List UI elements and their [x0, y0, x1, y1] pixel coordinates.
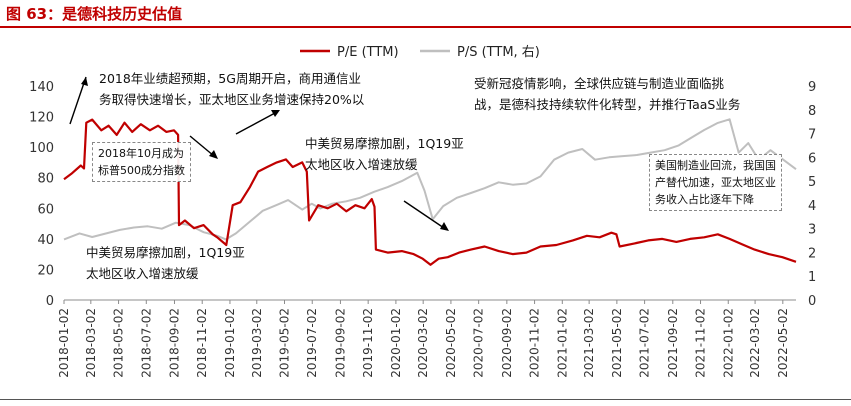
right-y-tick-label: 2 — [808, 246, 816, 261]
annotation-trade-war-lower: 中美贸易摩擦加剧，1Q19亚 太地区收入增速放缓 — [86, 242, 245, 284]
arrow-up-right — [235, 112, 276, 135]
x-tick-label: 2020-09-02 — [500, 308, 514, 378]
right-y-tick-label: 4 — [808, 199, 816, 214]
annotation-sp500: 2018年10月成为 标普500成分指数 — [92, 142, 191, 182]
annotation-2018-growth-line2: 务取得快速增长，亚太地区业务增速保持20%以 — [99, 92, 365, 107]
annotation-covid-line1: 受新冠疫情影响，全球供应链与制造业面临挑 — [474, 76, 725, 91]
x-tick-label: 2020-07-02 — [472, 308, 486, 378]
x-tick-label: 2019-03-02 — [250, 308, 264, 378]
x-tick-label: 2018-09-02 — [167, 308, 181, 378]
x-tick-label: 2018-07-02 — [139, 308, 153, 378]
x-tick-label: 2020-05-02 — [444, 308, 458, 378]
x-tick-label: 2020-03-02 — [416, 308, 430, 378]
legend-pe-label: P/E (TTM) — [337, 45, 399, 60]
annotation-2018-growth: 2018年业绩超预期，5G周期开启，商用通信业 务取得快速增长，亚太地区业务增速… — [99, 68, 364, 110]
annotation-trade-war-upper-line2: 太地区收入增速放缓 — [305, 157, 418, 172]
x-tick-label: 2020-11-02 — [528, 308, 542, 378]
x-tick-label: 2022-01-02 — [721, 308, 735, 378]
x-tick-label: 2021-07-02 — [638, 308, 652, 378]
title-divider — [0, 26, 851, 28]
annotation-trade-war-lower-line1: 中美贸易摩擦加剧，1Q19亚 — [86, 245, 245, 260]
annotation-sp500-line1: 2018年10月成为 — [98, 147, 184, 160]
x-tick-label: 2018-05-02 — [112, 308, 126, 378]
left-y-tick-label: 60 — [37, 202, 54, 217]
x-tick-label: 2022-05-02 — [776, 308, 790, 378]
annotation-trade-war-lower-line2: 太地区收入增速放缓 — [86, 266, 199, 281]
right-y-tick-label: 6 — [808, 151, 816, 166]
arrow-up-left — [69, 76, 87, 125]
legend: P/E (TTM) P/S (TTM, 右) — [300, 45, 540, 60]
bottom-divider — [0, 399, 851, 400]
x-tick-label: 2019-01-02 — [223, 308, 237, 378]
left-y-tick-label: 20 — [37, 263, 54, 278]
x-tick-label: 2018-01-02 — [57, 308, 71, 378]
annotation-reshoring: 美国制造业回流，我国国 产替代加速，亚太地区业 务收入占比逐年下降 — [649, 154, 782, 211]
axes: 0 20 40 60 80 100 120 140 0 1 2 3 4 5 6 7 8 9 2018-01-02 20… — [29, 80, 816, 378]
left-y-tick-label: 120 — [29, 111, 54, 126]
left-y-tick-label: 140 — [29, 80, 54, 95]
left-y-tick-label: 40 — [37, 233, 54, 248]
annotation-reshoring-line2: 产替代加速，亚太地区业 — [655, 176, 776, 189]
arrow-up-right-head — [271, 110, 280, 117]
annotation-arrows — [69, 76, 449, 231]
right-y-tick-label: 1 — [808, 270, 816, 285]
right-y-tick-label: 0 — [808, 294, 816, 309]
x-tick-label: 2021-05-02 — [610, 308, 624, 378]
x-tick-label: 2022-03-02 — [748, 308, 762, 378]
left-y-tick-label: 100 — [29, 141, 54, 156]
right-y-tick-label: 8 — [808, 104, 816, 119]
right-y-tick-label: 5 — [808, 175, 816, 190]
right-y-tick-label: 3 — [808, 223, 816, 238]
left-y-tick-label: 0 — [46, 294, 54, 309]
arrow-up-left-head — [81, 77, 88, 86]
annotation-reshoring-line1: 美国制造业回流，我国国 — [655, 159, 776, 172]
right-y-tick-label: 9 — [808, 80, 816, 95]
x-tick-label: 2021-09-02 — [666, 308, 680, 378]
annotation-sp500-line2: 标普500成分指数 — [98, 164, 185, 177]
x-tick-label: 2019-09-02 — [333, 308, 347, 378]
x-tick-label: 2018-03-02 — [84, 308, 98, 378]
annotation-trade-war-upper-line1: 中美贸易摩擦加剧，1Q19亚 — [305, 136, 464, 151]
arrow-down-right-1-head — [209, 150, 218, 159]
arrow-down-right-2 — [403, 200, 445, 229]
annotation-covid: 受新冠疫情影响，全球供应链与制造业面临挑 战，是德科技持续软件化转型，并推行Ta… — [474, 73, 740, 115]
x-tick-label: 2018-11-02 — [195, 308, 209, 378]
series-layer — [63, 118, 797, 266]
x-tick-label: 2021-03-02 — [582, 308, 596, 378]
annotation-covid-line2: 战，是德科技持续软件化转型，并推行TaaS业务 — [474, 97, 741, 112]
x-tick-label: 2019-07-02 — [305, 308, 319, 378]
annotation-reshoring-line3: 务收入占比逐年下降 — [655, 193, 754, 206]
right-y-tick-label: 7 — [808, 128, 816, 143]
arrow-down-right-1 — [189, 135, 215, 157]
x-tick-label: 2019-11-02 — [361, 308, 375, 378]
arrow-down-right-2-head — [440, 222, 449, 231]
legend-ps-label: P/S (TTM, 右) — [457, 45, 540, 60]
pe-series-line — [63, 118, 797, 266]
figure-title: 图 63：是德科技历史估值 — [6, 5, 183, 23]
left-y-tick-label: 80 — [37, 172, 54, 187]
x-tick-label: 2021-01-02 — [555, 308, 569, 378]
x-tick-label: 2021-11-02 — [694, 308, 708, 378]
x-tick-label: 2020-01-02 — [389, 308, 403, 378]
annotation-trade-war-upper: 中美贸易摩擦加剧，1Q19亚 太地区收入增速放缓 — [305, 133, 464, 175]
annotation-2018-growth-line1: 2018年业绩超预期，5G周期开启，商用通信业 — [99, 71, 361, 86]
x-tick-label: 2019-05-02 — [278, 308, 292, 378]
